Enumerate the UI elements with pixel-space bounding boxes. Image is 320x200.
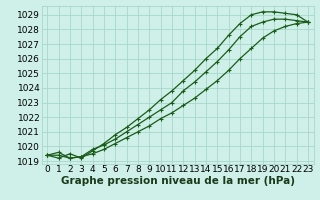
X-axis label: Graphe pression niveau de la mer (hPa): Graphe pression niveau de la mer (hPa) <box>60 176 295 186</box>
